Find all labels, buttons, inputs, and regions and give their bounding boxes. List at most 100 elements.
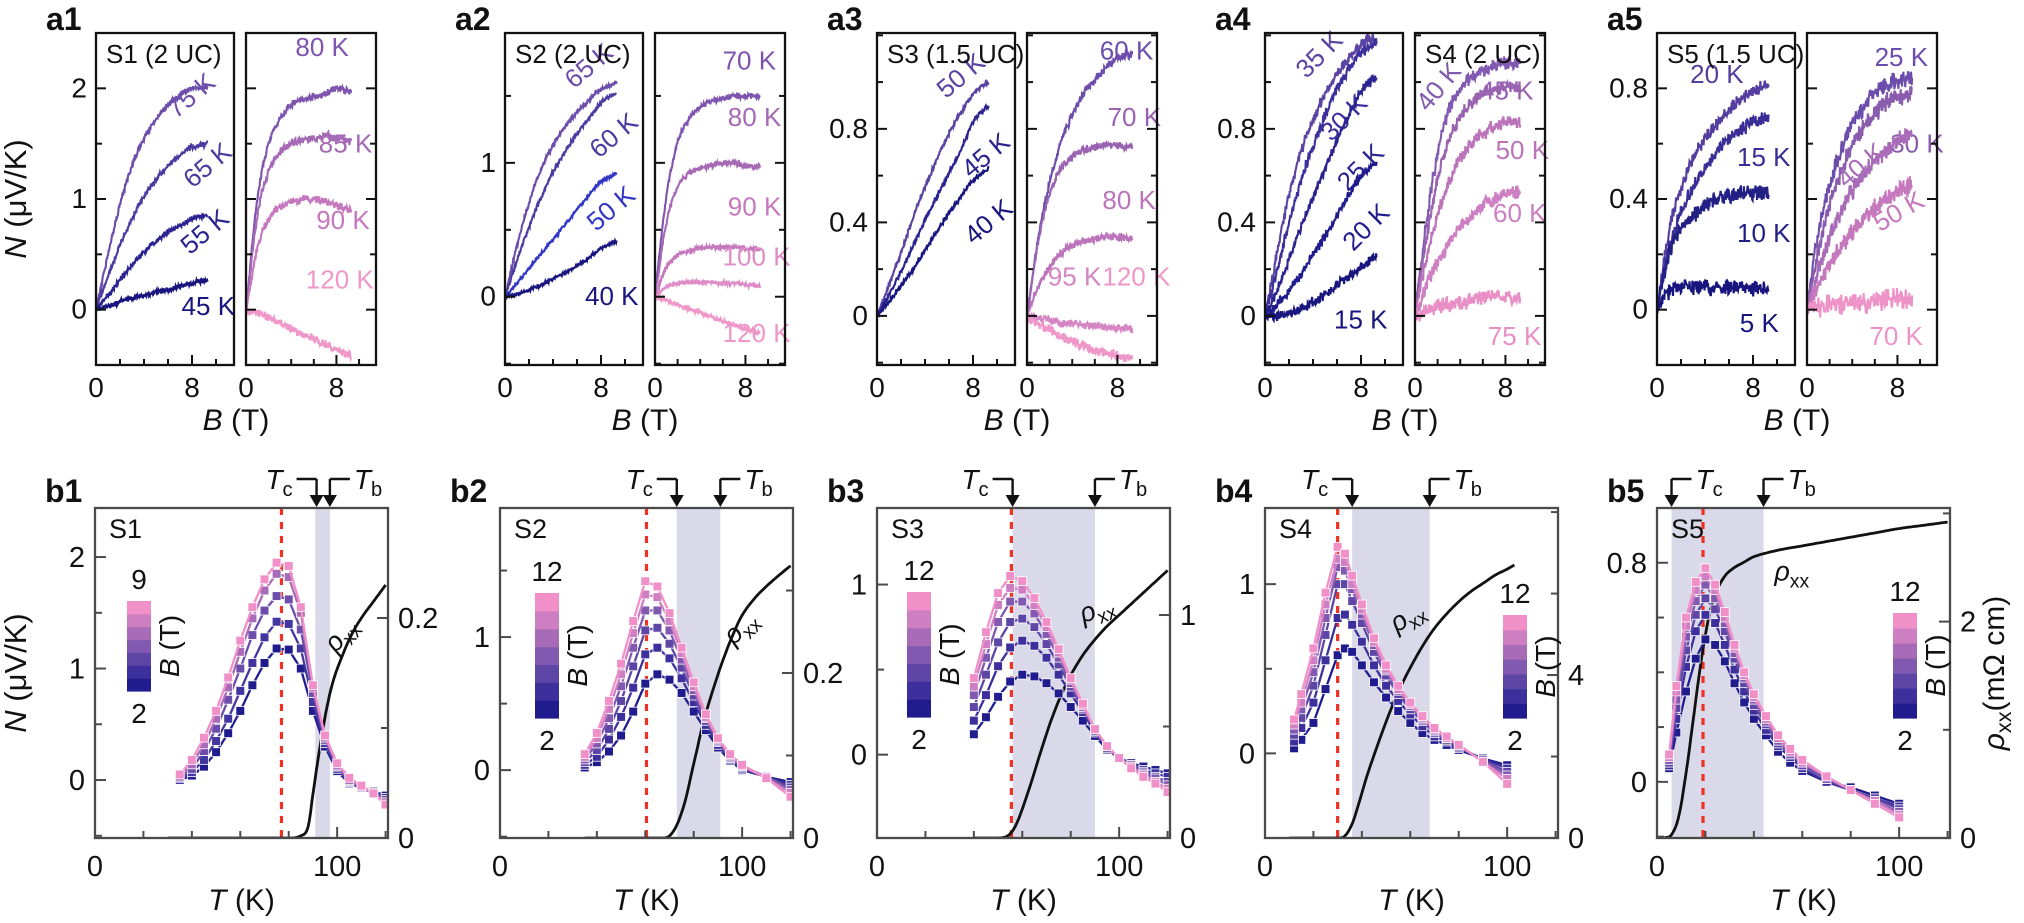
x-tick-a5-right-8: 8 [1890,372,1906,403]
curve-label-a3-80K: 80 K [1102,185,1156,215]
curve-a5-30K [1808,85,1913,315]
colorbar-min-b3: 2 [911,724,927,755]
curve-label-a3-60K: 60 K [1100,36,1154,66]
curve-a4-40K [1416,56,1522,320]
curve-a4-20K [1266,161,1378,322]
panel-tag-a4: a4 [1215,1,1251,37]
curve-a5-50K [1808,176,1913,314]
x-tick-b5-100: 100 [1875,851,1923,883]
y-tick-b1-2: 2 [69,542,85,574]
curve-a4-60K [1416,185,1522,320]
curve-label-a3-70K: 70 K [1108,102,1162,132]
y-tick-a5-0.8: 0.8 [1609,72,1648,103]
x-tick-a1-left-0: 0 [88,372,104,403]
curve-label-a4-20K: 20 K [1336,197,1395,256]
panel-tag-b5: b5 [1607,473,1644,509]
curve-label-a4-60K: 60 K [1493,198,1547,228]
sample-label-b3: S3 [891,514,924,544]
curve-a1-80K [247,83,353,307]
curve-a3-70K [1028,140,1134,317]
sample-label-a2: S2 (2 UC) [515,39,631,69]
y-tick-b1-1: 1 [69,654,85,686]
tc-label-b3: Tc [961,464,988,501]
tb-marker-b1: Tb [322,464,382,507]
curve-a2-50K [506,170,618,299]
x-tick-a4-left-8: 8 [1353,372,1369,403]
panel-a5: a5 20 K 15 K 10 K 5 K 0 8 0 0.4 0.8 S5 (1.5 UC) 25 … [1607,1,1944,437]
curve-a3-60K [1028,48,1134,315]
y-tick-a1-0: 0 [71,294,87,325]
right-tick-b1-0: 0 [398,823,414,855]
panel-tag-a2: a2 [455,1,491,37]
x-tick-a4-right-8: 8 [1498,372,1514,403]
x-axis-title-b3: T (K) [990,884,1057,917]
curve-a4-50K [1416,115,1522,318]
plot-frame [875,506,1172,840]
right-tick-b5-2: 2 [1960,607,1976,639]
tb-label-b2: Tb [744,464,772,501]
curve-a4-45K [1416,78,1522,320]
right-tick-b4-0: 0 [1568,823,1584,855]
right-tick-b3-1: 1 [1180,600,1196,632]
colorbar-b1: 9 2B (T) [127,564,185,729]
curve-label-a2-70K: 70 K [723,46,777,76]
x-tick-a3-left-0: 0 [869,372,885,403]
colorbar-b5: 12 2B (T) [1889,576,1951,756]
y-tick-a4-0.8: 0.8 [1217,113,1256,144]
tb-marker-b2: Tb [713,464,773,507]
curve-a5-5K [1658,278,1770,310]
curve-a3-95K [1028,311,1134,335]
x-tick-a2-left-8: 8 [593,372,609,403]
colorbar-title-b4: B (T) [1530,635,1561,697]
x-tick-b2-0: 0 [492,851,508,883]
curve-label-a3-40K: 40 K [958,192,1019,250]
x-axis-title-b2: T (K) [613,884,680,917]
x-tick-a3-right-8: 8 [1110,372,1126,403]
x-tick-a3-right-0: 0 [1019,372,1035,403]
x-tick-b4-100: 100 [1483,851,1531,883]
colorbar-max-b1: 9 [131,564,147,595]
curve-label-a5-10K: 10 K [1737,218,1791,248]
y-tick-a3-0.8: 0.8 [829,113,868,144]
curve-a2-90K [656,241,762,299]
right-tick-b2-0: 0 [803,823,819,855]
subpanel-a3-right: 60 K 70 K 80 K 95 K 120 K 0 8 [1019,31,1171,403]
y-tick-a3-0: 0 [852,300,868,331]
sample-label-a5: S5 (1.5 UC) [1667,39,1804,69]
curve-label-a1-55K: 55 K [174,202,235,260]
curve-label-a1-80K: 80 K [295,32,349,62]
x-tick-a5-right-0: 0 [1799,372,1815,403]
subpanel-a4-left: 35 K30 K25 K20 K15 K0 800.40.8 [1217,24,1405,403]
colorbar-max-b4: 12 [1499,578,1530,609]
curve-a5-40K [1808,128,1913,315]
x-tick-a2-left-0: 0 [497,372,513,403]
subpanel-a1-right: 80 K 85 K 90 K 120 K 0 8 [238,31,378,403]
curve-a1-55K [97,212,209,312]
x-tick-a5-left-8: 8 [1745,372,1761,403]
right-axis-title: ρxx(mΩ cm) [1978,596,2016,752]
right-tick-b4-4: 4 [1568,660,1584,692]
y-tick-b4-1: 1 [1239,569,1255,601]
x-axis-title-b5: T (K) [1770,884,1837,917]
x-tick-b1-0: 0 [87,851,103,883]
y-tick-a3-0.4: 0.4 [829,206,868,237]
panel-a1: a1 N (μV/K) 75 K 65 K 55 K 45 K 0 8 0 1 2 S1 (2 UC)… [0,1,378,437]
series-b1-B9 [174,557,387,810]
y-tick-b2-1: 1 [474,622,490,654]
curve-label-a4-75K: 75 K [1488,321,1542,351]
right-tick-b5-0: 0 [1960,823,1976,855]
plot-frame [1025,31,1159,367]
curve-label-a1-120K: 120 K [306,265,375,295]
x-tick-a3-left-8: 8 [965,372,981,403]
tc-label-b2: Tc [626,464,653,501]
tb-marker-b4: Tb [1422,464,1482,507]
curve-label-a4-45K: 45 K [1480,75,1534,105]
tc-marker-b2: Tc [626,464,684,507]
tc-marker-b1: Tc [265,464,324,507]
tb-label-b3: Tb [1119,464,1147,501]
rho-label-b5: ρxx [1773,557,1809,593]
rho-label-b2: ρxx [716,604,767,655]
curve-a1-65K [97,139,209,311]
